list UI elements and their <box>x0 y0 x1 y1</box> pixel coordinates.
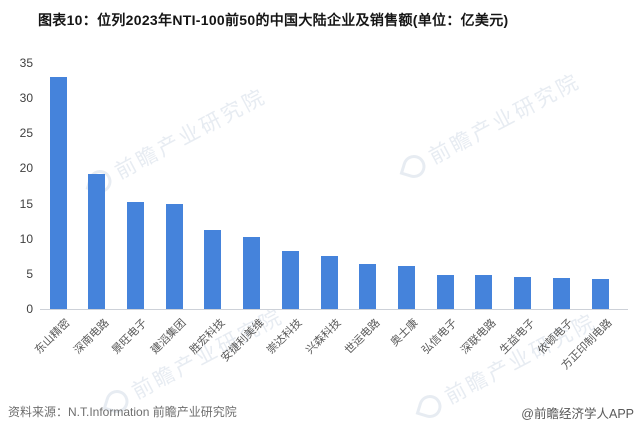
y-axis-tick: 30 <box>19 91 33 106</box>
chart-title: 图表10：位列2023年NTI-100前50的中国大陆企业及销售额(单位：亿美元… <box>38 12 509 28</box>
bar-深联电路 <box>475 274 493 309</box>
x-axis-label: 东山精密 <box>32 317 73 357</box>
y-axis-tick: 15 <box>19 196 33 211</box>
x-axis-label: 崇达科技 <box>265 317 305 357</box>
x-axis-label: 依顿电子 <box>536 317 576 357</box>
watermark-text: 前瞻产业研究院 <box>128 304 288 404</box>
x-axis-label: 奥士康 <box>389 317 421 349</box>
y-axis-tick: 20 <box>19 161 33 176</box>
bar-世运电路 <box>359 264 377 309</box>
droplet-logo-icon <box>415 391 445 421</box>
x-axis-label: 生益电子 <box>497 317 538 357</box>
y-axis-tick: 5 <box>26 266 33 281</box>
credit-note: @前瞻经济学人APP <box>521 407 634 421</box>
plot-area <box>40 63 628 310</box>
x-axis-label: 世运电路 <box>342 317 383 357</box>
bar-生益电子 <box>514 276 532 309</box>
bar-景旺电子 <box>126 201 144 309</box>
y-axis-tick: 10 <box>19 231 33 246</box>
bar-兴森科技 <box>320 256 338 309</box>
x-axis-label: 景旺电子 <box>110 317 150 357</box>
bar-依顿电子 <box>552 278 570 309</box>
bar-奥士康 <box>397 266 415 309</box>
y-axis-tick: 0 <box>26 302 33 316</box>
bar-东山精密 <box>49 77 67 309</box>
x-axis-label: 弘信电子 <box>420 317 460 357</box>
bar-建滔集团 <box>165 203 183 309</box>
x-axis-label: 深南电路 <box>71 317 112 357</box>
bar-安捷利美维 <box>243 237 261 309</box>
y-axis-tick: 25 <box>19 126 33 141</box>
x-axis-label: 兴森科技 <box>303 317 344 357</box>
x-axis-label: 深联电路 <box>458 317 499 357</box>
y-axis-tick: 35 <box>19 56 33 70</box>
bar-弘信电子 <box>436 274 454 309</box>
source-note: 资料来源：N.T.Information 前瞻产业研究院 <box>8 405 237 419</box>
x-axis-label: 胜宏科技 <box>187 317 228 357</box>
bar-崇达科技 <box>281 251 299 309</box>
x-axis-label: 建滔集团 <box>149 317 189 357</box>
bar-方正印制电路 <box>591 278 609 309</box>
bar-深南电路 <box>88 174 106 309</box>
bar-胜宏科技 <box>204 230 222 309</box>
